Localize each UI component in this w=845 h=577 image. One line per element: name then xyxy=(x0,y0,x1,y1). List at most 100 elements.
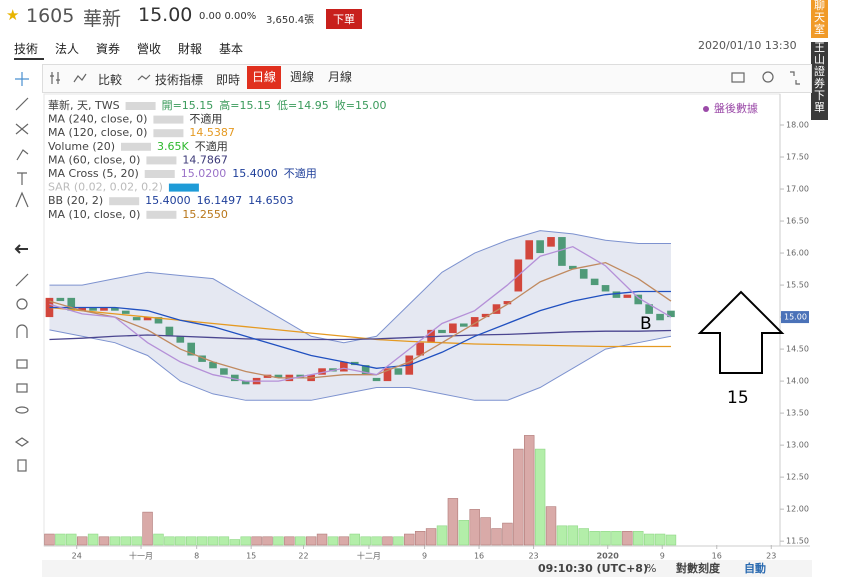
y-tick-label: 12.00 xyxy=(786,505,809,514)
candle xyxy=(525,240,534,260)
candle xyxy=(318,368,326,375)
ma-line xyxy=(49,306,671,348)
tab[interactable]: 營收 xyxy=(137,42,162,56)
candle xyxy=(612,291,621,298)
arrow-annotation xyxy=(697,290,785,374)
ma-line xyxy=(49,290,671,369)
ma-line xyxy=(49,329,671,341)
tab[interactable]: 法人 xyxy=(55,42,80,56)
period-button[interactable]: 週線 xyxy=(290,70,315,84)
broker-button[interactable]: 王山證券下單 xyxy=(811,42,828,120)
legend-value: 15.4000 xyxy=(232,167,278,180)
legend-label: MA (120, close, 0) xyxy=(48,126,147,139)
tab-underline xyxy=(14,58,44,60)
x-tick-label: 24 xyxy=(72,552,82,561)
volume-bar xyxy=(98,536,110,546)
volume-bar xyxy=(196,536,208,546)
volume-bar xyxy=(185,536,197,546)
compare-button[interactable]: 比較 xyxy=(98,73,123,87)
legend-buttons xyxy=(146,156,177,165)
volume-bar xyxy=(327,536,339,546)
tab[interactable]: 技術 xyxy=(14,42,39,56)
legend-value: 14.5387 xyxy=(189,126,235,139)
tab[interactable]: 資券 xyxy=(96,42,121,56)
x-tick-label: 22 xyxy=(298,552,308,561)
volume-bar xyxy=(643,533,655,546)
volume-bar xyxy=(534,448,546,546)
volume-bar xyxy=(545,506,557,546)
legend-value: 14.6503 xyxy=(248,194,294,207)
tab[interactable]: 基本 xyxy=(219,42,244,56)
after-hours[interactable]: 盤後數據 xyxy=(714,101,758,115)
tab[interactable]: 財報 xyxy=(178,42,203,56)
volume-bar xyxy=(447,498,459,546)
volume-bar xyxy=(382,536,393,546)
x-tick-label: 23 xyxy=(528,552,538,561)
percent-button[interactable]: % xyxy=(646,562,656,575)
candle xyxy=(634,294,643,305)
candle xyxy=(143,317,152,321)
candle xyxy=(187,342,196,356)
toolbar xyxy=(42,64,812,93)
indicators-button[interactable]: 技術指標 xyxy=(155,73,204,87)
candle xyxy=(165,326,174,337)
volume-bar xyxy=(502,522,513,546)
y-tick-label: 17.00 xyxy=(786,185,809,194)
order-button[interactable]: 下單 xyxy=(326,9,362,29)
volume-bar xyxy=(425,528,437,546)
candle xyxy=(667,310,675,318)
legend-label: 華新, 天, TWS xyxy=(48,98,120,112)
candle xyxy=(449,323,457,334)
candle xyxy=(241,381,250,385)
x-tick-label: 8 xyxy=(194,552,199,561)
period-button[interactable]: 日線 xyxy=(247,66,282,89)
volume-bar xyxy=(480,517,491,546)
candle xyxy=(481,313,490,318)
legend-label: MA (240, close, 0) xyxy=(48,113,147,126)
candle xyxy=(503,301,512,305)
log-button[interactable]: 對數刻度 xyxy=(676,561,721,575)
after-hours-dot xyxy=(703,106,709,112)
candle xyxy=(220,368,228,375)
candle xyxy=(176,336,185,343)
volume-bar xyxy=(654,533,666,546)
volume-bar xyxy=(414,530,426,546)
volume-bar xyxy=(76,536,88,546)
legend-buttons xyxy=(153,115,184,124)
legend-label: MA (60, close, 0) xyxy=(48,153,140,166)
ma-line xyxy=(49,245,672,382)
volume-bar xyxy=(556,525,568,546)
legend-value: 15.0200 xyxy=(181,167,227,180)
toolbar-icons xyxy=(50,71,800,85)
star-icon[interactable]: ★ xyxy=(6,6,20,24)
chat-button[interactable]: 聊天室 xyxy=(811,0,828,38)
volume-bar xyxy=(404,533,415,546)
candle xyxy=(656,313,664,321)
volume-bar xyxy=(131,536,142,546)
y-tick-label: 16.50 xyxy=(786,217,809,226)
volume-bar xyxy=(458,520,469,546)
annotation-b: B xyxy=(640,314,652,334)
volume-bar xyxy=(436,525,448,546)
volume-bar xyxy=(622,530,633,546)
period-button[interactable]: 月線 xyxy=(328,70,353,84)
candle xyxy=(470,317,479,327)
volume-bar xyxy=(153,533,164,546)
x-tick-label: 9 xyxy=(660,552,665,561)
auto-button[interactable]: 自動 xyxy=(744,561,766,575)
candle xyxy=(645,304,653,314)
legend-value: 3.65K xyxy=(157,140,189,153)
legend-label: BB (20, 2) xyxy=(48,194,103,207)
legend-label: MA (10, close, 0) xyxy=(48,208,140,221)
candle xyxy=(340,361,348,372)
candle xyxy=(459,323,468,327)
realtime-button[interactable]: 即時 xyxy=(216,73,241,87)
candle xyxy=(394,368,403,375)
current-price-box xyxy=(781,311,809,324)
candle xyxy=(111,307,119,311)
volume-bar xyxy=(360,536,371,546)
annotation-15: 15 xyxy=(727,388,749,408)
candle xyxy=(579,269,588,279)
volume-bar xyxy=(218,536,230,546)
